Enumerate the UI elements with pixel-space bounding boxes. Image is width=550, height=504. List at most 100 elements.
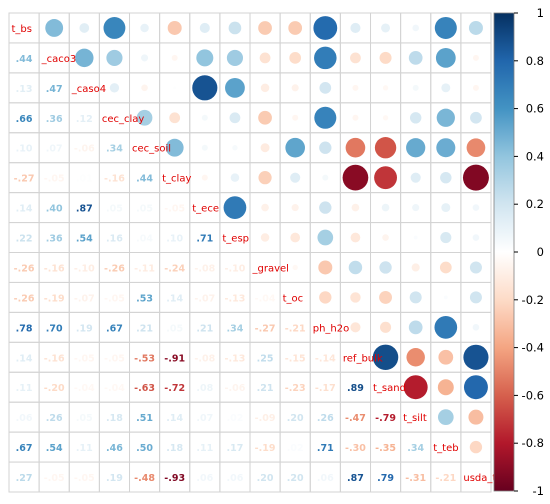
correlation-value: .18 xyxy=(106,413,123,424)
variable-label: _caso4 xyxy=(71,84,106,95)
correlation-value: .34 xyxy=(227,323,244,334)
correlation-value: .16 xyxy=(106,234,123,245)
correlation-value: -.31 xyxy=(405,473,426,484)
variable-label: cec_soil xyxy=(132,144,171,155)
correlation-value: -.21 xyxy=(285,323,306,334)
correlation-circle xyxy=(229,112,241,124)
correlation-circle xyxy=(192,75,218,101)
correlation-value: -.48 xyxy=(134,473,155,484)
correlation-circle xyxy=(403,375,428,400)
correlation-value: -.21 xyxy=(435,473,456,484)
correlation-value: .01 xyxy=(76,174,93,185)
correlation-value: .26 xyxy=(46,413,63,424)
correlation-circle xyxy=(103,17,126,39)
correlation-value: .06 xyxy=(227,473,244,484)
correlation-value: -.47 xyxy=(345,413,366,424)
correlation-value: .11 xyxy=(76,443,93,454)
correlation-value: .12 xyxy=(76,114,93,125)
correlation-value: .53 xyxy=(136,293,153,304)
correlation-value: .54 xyxy=(76,234,93,245)
correlation-value: -.05 xyxy=(44,473,65,484)
correlation-circle xyxy=(258,21,272,35)
correlation-value: .89 xyxy=(347,383,364,394)
correlation-circle xyxy=(406,348,425,367)
correlation-value: -.13 xyxy=(225,353,246,364)
correlation-circle xyxy=(436,138,456,158)
variable-label: ph_h2o xyxy=(313,323,350,334)
correlation-value: .05 xyxy=(166,323,183,334)
colorbar-tick-label: -0.6 xyxy=(522,388,544,402)
correlation-circle xyxy=(441,203,451,213)
correlation-circle xyxy=(469,261,482,274)
correlation-circle xyxy=(468,20,483,35)
correlation-circle xyxy=(201,114,208,121)
colorbar-gradient xyxy=(493,12,515,492)
correlation-circle xyxy=(472,204,480,211)
correlation-circle xyxy=(226,49,244,66)
correlation-value: .05 xyxy=(76,413,93,424)
correlation-circle xyxy=(351,203,360,212)
correlation-value: -.16 xyxy=(44,353,65,364)
correlation-value: .11 xyxy=(16,383,33,394)
correlation-circle xyxy=(408,320,423,335)
correlation-circle xyxy=(79,23,90,33)
correlation-value: -.04 xyxy=(74,383,95,394)
correlation-value: .06 xyxy=(196,473,213,484)
correlation-value: .26 xyxy=(317,413,334,424)
correlation-circle xyxy=(140,23,149,33)
correlation-circle xyxy=(434,315,458,339)
correlation-circle xyxy=(412,204,420,212)
correlation-value: -.20 xyxy=(44,383,65,394)
correlation-value: -.30 xyxy=(345,443,366,454)
correlation-value: .25 xyxy=(257,353,274,364)
grid-cell xyxy=(460,461,492,493)
correlation-circle xyxy=(436,108,455,127)
correlation-value: .06 xyxy=(317,473,334,484)
correlation-circle xyxy=(411,263,420,272)
correlation-circle xyxy=(319,81,332,94)
correlation-circle xyxy=(350,322,361,333)
correlation-circle xyxy=(472,234,480,241)
correlation-value: -.05 xyxy=(44,174,65,185)
color-legend: 1 0.8 0.6 0.4 0.2 0 -0.2 -0.4 -0.6 -0.8 -1 xyxy=(493,6,544,498)
correlation-circle xyxy=(469,291,482,304)
colorbar-tick-label: -0.2 xyxy=(522,293,544,307)
colorbar-tick-label: -0.8 xyxy=(522,436,544,450)
correlation-circle xyxy=(292,114,299,121)
correlation-circle xyxy=(406,138,426,158)
correlation-circle xyxy=(410,172,421,183)
correlation-value: -.05 xyxy=(74,473,95,484)
correlation-value: -.17 xyxy=(315,383,336,394)
correlation-value: .71 xyxy=(196,234,213,245)
variable-label: t_esp xyxy=(222,234,249,245)
correlation-value: .54 xyxy=(46,443,63,454)
correlation-value: .02 xyxy=(287,443,304,454)
correlation-value: .20 xyxy=(257,473,274,484)
correlation-value: -.10 xyxy=(74,263,95,274)
correlation-circle xyxy=(141,84,148,92)
correlation-value: .05 xyxy=(136,204,153,215)
correlation-value: -.72 xyxy=(164,383,185,394)
correlation-value: .34 xyxy=(106,144,123,155)
correlation-circle xyxy=(109,83,120,93)
correlation-value: -.63 xyxy=(134,383,155,394)
correlation-value: -.05 xyxy=(104,293,125,304)
correlation-value: .87 xyxy=(76,204,93,215)
correlation-circle xyxy=(141,54,149,62)
correlation-circle xyxy=(352,84,359,91)
correlation-circle xyxy=(319,141,332,154)
correlation-circle xyxy=(261,203,269,212)
colorbar-tick-label: 0.2 xyxy=(526,197,544,211)
correlation-circle xyxy=(412,24,419,32)
variable-label: t_bs xyxy=(12,24,32,35)
correlation-value: .14 xyxy=(16,353,33,364)
correlation-value: .14 xyxy=(16,204,33,215)
variable-label: ref_bulk xyxy=(343,353,383,364)
correlation-circle xyxy=(45,19,64,37)
correlation-circle xyxy=(342,164,369,191)
correlation-value: .87 xyxy=(347,473,364,484)
correlation-matrix: .44 .13 .47 .66 .36 .12 .10 .07 -.06 .34 -.27 -.05.… xyxy=(8,12,508,493)
correlation-value: .04 xyxy=(136,234,153,245)
correlation-value: .27 xyxy=(16,473,33,484)
correlation-value: .34 xyxy=(407,443,424,454)
